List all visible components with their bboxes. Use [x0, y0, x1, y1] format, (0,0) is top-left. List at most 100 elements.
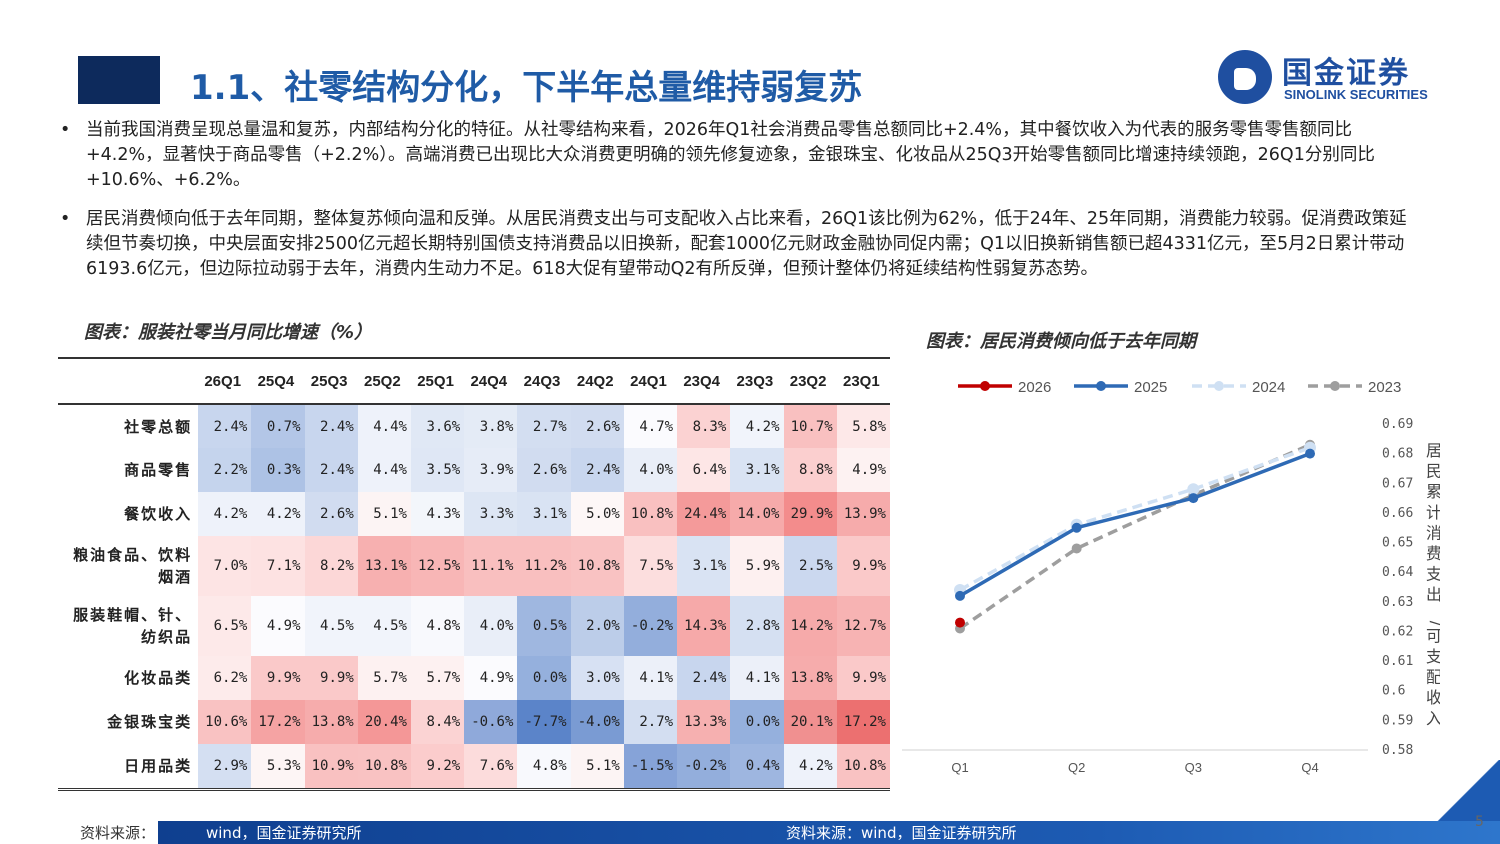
y-tick-label: 0.64: [1382, 565, 1413, 580]
row-label: 化妆品类: [58, 656, 198, 700]
series-line-2024: [959, 446, 1311, 592]
table-top-rule: [58, 357, 890, 359]
table-cell: 9.9%: [251, 656, 305, 700]
heatmap-table: 26Q1 25Q4 25Q3 25Q2 25Q1 24Q4 24Q3 24Q2 24Q1 23Q4…: [58, 357, 890, 791]
row-label-line: 商品零售: [124, 461, 193, 479]
table-cell: 8.8%: [783, 448, 837, 492]
table-cell: -4.0%: [570, 700, 624, 744]
table-row: 服装鞋帽、针、 纺织品 6.5% 4.9% 4.5% 4.5% 4.8% 4.0% 0.5% 2.…: [58, 596, 890, 656]
table-cell: 6.5%: [198, 596, 252, 656]
table-cell: 4.8%: [410, 596, 465, 656]
x-tick-label: Q2: [1068, 760, 1085, 775]
column-header: 23Q1: [836, 359, 890, 405]
table-cell: 2.9%: [198, 744, 252, 788]
y-tick-label: 0.67: [1382, 476, 1413, 491]
table-cell: -7.7%: [517, 700, 571, 744]
table-cell: -0.2%: [677, 744, 731, 788]
table-cell: 29.9%: [783, 492, 837, 536]
table-row: 化妆品类 6.2% 9.9% 9.9% 5.7% 5.7% 4.9% 0.0% 3.0% 4.1%…: [58, 656, 890, 700]
legend-label: 2024: [1252, 379, 1285, 396]
y-tick-label: 0.62: [1382, 624, 1413, 639]
column-header: 24Q2: [570, 359, 624, 405]
y-tick-label: 0.61: [1382, 654, 1413, 669]
table-cell: 17.2%: [251, 700, 305, 744]
table-cell: 5.9%: [730, 536, 784, 596]
data-point-2025: [1188, 493, 1199, 504]
row-label: 商品零售: [58, 448, 198, 492]
table-header-row: 26Q1 25Q4 25Q3 25Q2 25Q1 24Q4 24Q3 24Q2 24Q1 23Q4…: [58, 359, 890, 405]
table-cell: 7.5%: [623, 536, 678, 596]
table-cell: 4.5%: [304, 596, 358, 656]
y-tick-label: 0.6: [1382, 684, 1405, 699]
legend-marker-2026: [980, 381, 990, 391]
table-cell: 6.4%: [677, 448, 731, 492]
table-row: 粮油食品、饮料 烟酒 7.0% 7.1% 8.2% 13.1% 12.5% 11.1% 11.2…: [58, 536, 890, 596]
table-cell: 2.7%: [517, 404, 571, 448]
column-header: 24Q4: [464, 359, 518, 405]
table-cell: 9.2%: [410, 744, 465, 788]
x-tick-label: Q4: [1301, 760, 1318, 775]
table-cell: 5.1%: [570, 744, 624, 788]
corner-decoration: [1420, 760, 1500, 822]
table-cell: 2.6%: [570, 404, 624, 448]
row-label-line: 服装鞋帽、针、: [73, 606, 193, 624]
table-cell: 9.9%: [836, 536, 890, 596]
table-cell: 3.1%: [517, 492, 571, 536]
row-label-line: 粮油食品、饮料: [73, 546, 193, 564]
row-label: 社零总额: [58, 404, 198, 448]
data-point-2026: [955, 617, 965, 628]
row-label: 金银珠宝类: [58, 700, 198, 744]
bullet-text: 当前我国消费呈现总量温和复苏，内部结构分化的特征。从社零结构来看，2026年Q1…: [86, 120, 1375, 190]
bullet-marker: •: [60, 120, 71, 140]
table-cell: 7.6%: [464, 744, 518, 788]
y-tick-label: 0.65: [1382, 536, 1413, 551]
table-cell: 0.0%: [517, 656, 571, 700]
source-bar: [158, 821, 1500, 844]
table-row: 日用品类 2.9% 5.3% 10.9% 10.8% 9.2% 7.6% 4.8% 5.1% -1…: [58, 744, 890, 788]
table-cell: 2.4%: [198, 404, 252, 448]
table-cell: 2.5%: [783, 536, 837, 596]
table-cell: 3.1%: [730, 448, 784, 492]
table-cell: 9.9%: [304, 656, 358, 700]
column-header: 25Q1: [410, 359, 465, 405]
table-cell: 12.5%: [410, 536, 465, 596]
table-cell: 3.1%: [677, 536, 731, 596]
data-point-2025: [955, 590, 965, 601]
series-line-2023: [959, 443, 1311, 630]
table-cell: 2.4%: [304, 448, 358, 492]
table-cell: 4.0%: [464, 596, 518, 656]
table-cell: 3.3%: [464, 492, 518, 536]
table-bottom-rule: [58, 788, 890, 791]
table-cell: 24.4%: [677, 492, 731, 536]
table-cell: 4.9%: [836, 448, 890, 492]
data-point-2025: [1071, 522, 1082, 533]
table-row: 社零总额 2.4% 0.7% 2.4% 4.4% 3.6% 3.8% 2.7% 2.6% 4.7%…: [58, 404, 890, 448]
table-cell: 2.8%: [730, 596, 784, 656]
table-caption: 图表：服装社零当月同比增速（%）: [84, 322, 373, 343]
table-cell: 7.1%: [251, 536, 305, 596]
table-cell: 13.1%: [357, 536, 411, 596]
chart-caption: 图表：居民消费倾向低于去年同期: [926, 331, 1196, 352]
row-label: 日用品类: [58, 744, 198, 788]
table-cell: 8.3%: [677, 404, 731, 448]
table-cell: 5.3%: [251, 744, 305, 788]
logo-mark-icon: [1218, 50, 1272, 104]
table-cell: 4.1%: [730, 656, 784, 700]
legend-label: 2026: [1018, 379, 1051, 396]
table-cell: 14.3%: [677, 596, 731, 656]
source-label-left: 资料来源：: [80, 824, 156, 842]
table-cell: 4.1%: [623, 656, 678, 700]
table-cell: 0.0%: [730, 700, 784, 744]
table-cell: 4.9%: [251, 596, 305, 656]
column-header: 25Q3: [304, 359, 358, 405]
column-header: 24Q1: [623, 359, 678, 405]
table-cell: 4.2%: [251, 492, 305, 536]
table-cell: 2.0%: [570, 596, 624, 656]
legend-label: 2023: [1368, 379, 1401, 396]
table-cell: 2.7%: [623, 700, 678, 744]
bullet-list: • 当前我国消费呈现总量温和复苏，内部结构分化的特征。从社零结构来看，2026年…: [60, 118, 1420, 296]
table-cell: 2.2%: [198, 448, 252, 492]
table-cell: 5.1%: [357, 492, 411, 536]
y-tick-label: 0.68: [1382, 447, 1413, 462]
company-logo: 国金证券 SINOLINK SECURITIES: [1218, 50, 1468, 106]
